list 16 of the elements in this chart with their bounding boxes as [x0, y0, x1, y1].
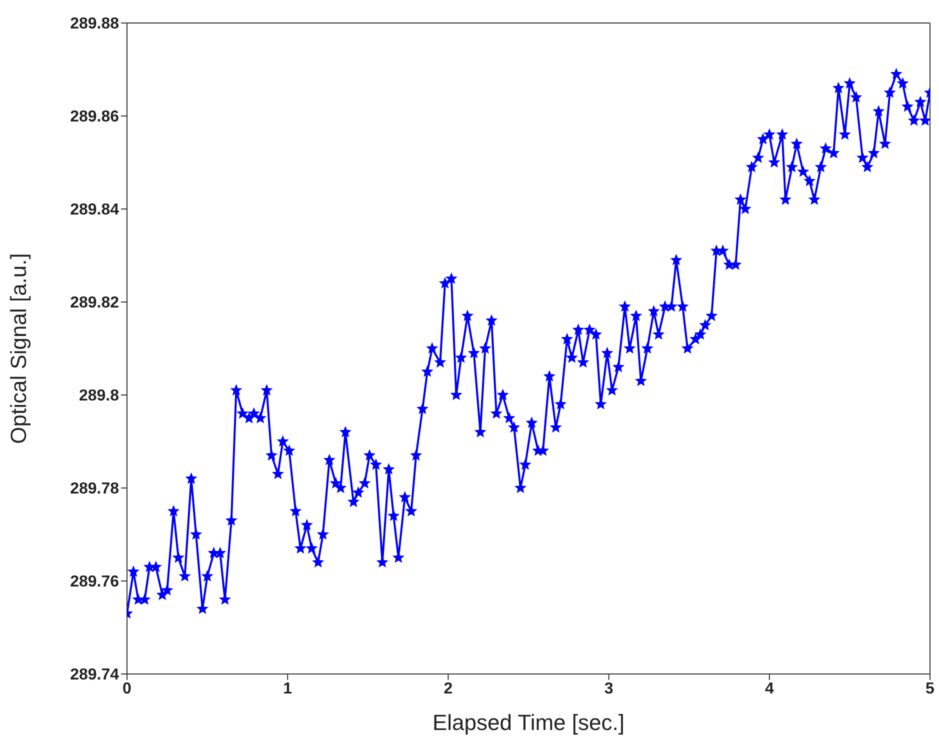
y-tick-label: 289.76 — [70, 574, 120, 591]
y-tick-label: 289.8 — [78, 388, 120, 405]
x-tick-label: 3 — [604, 680, 614, 698]
x-tick-label: 0 — [122, 680, 132, 698]
x-tick-label: 1 — [283, 680, 292, 698]
y-tick-label: 289.74 — [70, 666, 120, 684]
y-tick-label: 289.88 — [70, 16, 120, 33]
y-tick-label: 289.86 — [70, 108, 120, 126]
x-tick-label: 5 — [926, 680, 935, 698]
y-tick-label: 289.82 — [70, 294, 120, 312]
y-tick-label: 289.78 — [70, 480, 120, 498]
x-tick-label: 2 — [444, 680, 453, 698]
x-tick-label: 4 — [764, 680, 774, 698]
y-axis-title: Optical Signal [a.u.] — [6, 253, 31, 444]
y-tick-label: 289.84 — [70, 202, 120, 219]
x-axis-title: Elapsed Time [sec.] — [432, 710, 624, 735]
